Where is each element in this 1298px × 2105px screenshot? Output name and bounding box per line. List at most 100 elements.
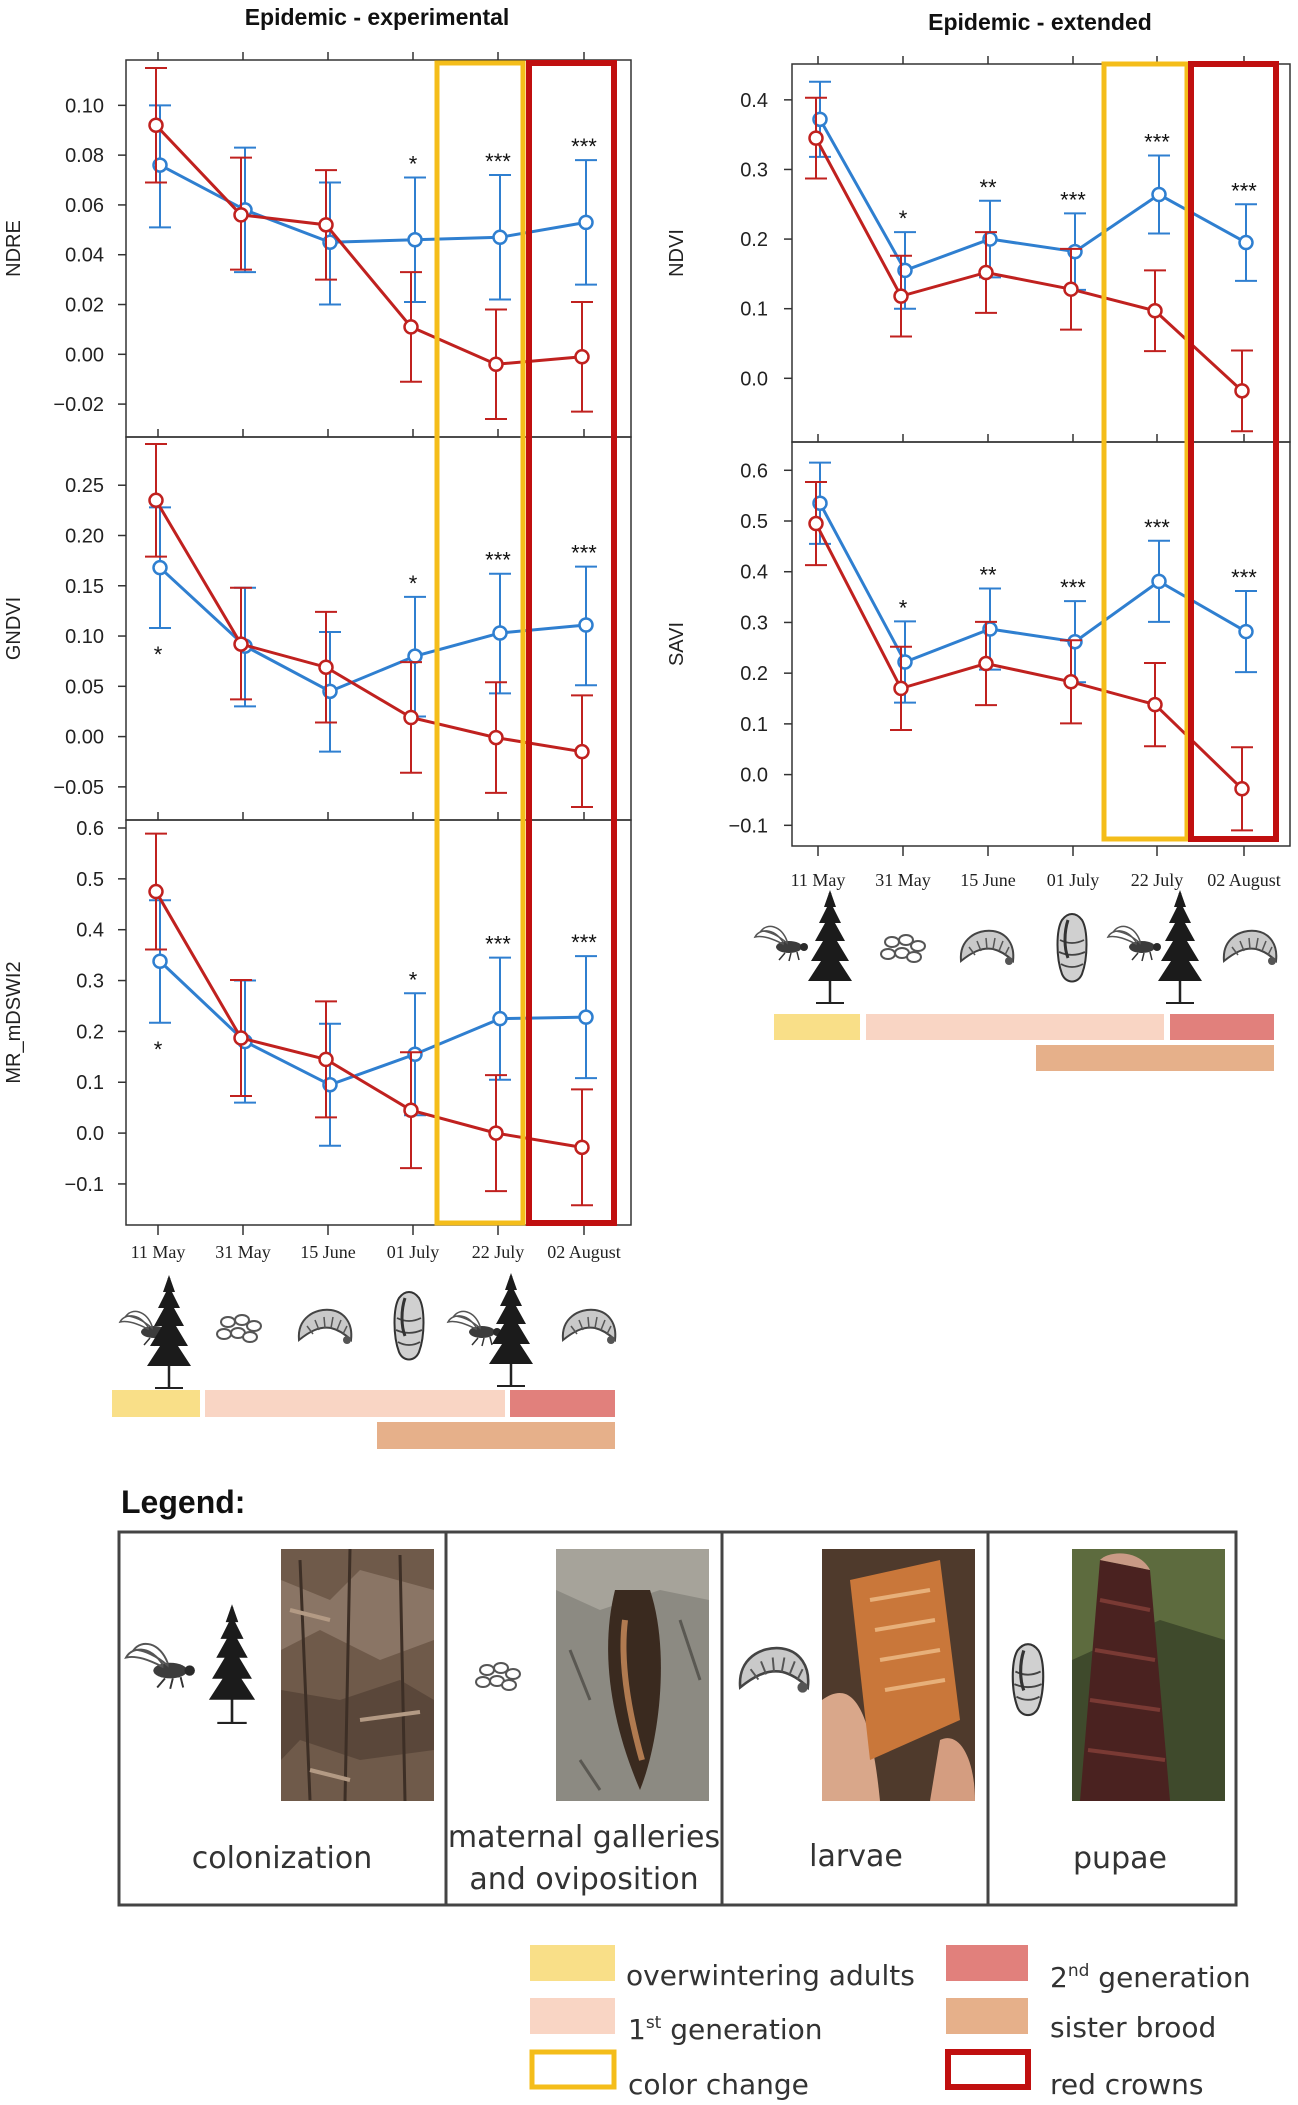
y-axis-label: NDRE [3,220,25,277]
data-point [578,214,594,231]
y-tick-label: 0.6 [76,818,104,840]
y-tick-label: 0.0 [76,1123,104,1145]
chart-epidemic-extended: Epidemic - extended 0.4 0.3 0.2 0.1 0.0 NDVI *… [666,9,1291,890]
series-red [805,480,1253,832]
y-tick-label: 0.25 [65,475,104,497]
significance-marker: *** [485,548,511,573]
legend-title: Legend: [121,1484,245,1520]
data-point [407,232,423,248]
panel-frame [125,59,632,438]
data-point [152,559,168,576]
larva-icon [297,1308,353,1345]
beetle-icon [447,1310,502,1347]
data-point [318,659,334,675]
legend-caption: pupae [1073,1841,1167,1876]
data-point [1238,234,1254,251]
y-tick-label: 0.1 [740,299,768,321]
y-tick-label: 0.08 [65,145,104,167]
data-point [403,1102,419,1118]
significance-marker: * [899,595,908,620]
y-tick-label: 0.2 [740,229,768,251]
significance-marker: *** [1060,187,1086,212]
x-tick-label: 01 July [1047,870,1100,890]
overwintering-bar [112,1390,200,1417]
x-tick-label: 11 May [131,1242,186,1262]
y-tick-label: 0.3 [740,159,768,181]
significance-marker: * [899,206,908,231]
data-point [488,1125,504,1141]
key-swatch-overwintering [530,1945,615,1981]
y-tick-label: 0.15 [65,576,104,598]
phenology-row-extended [754,888,1278,1071]
data-point [1063,281,1079,297]
y-tick-label: 0.4 [740,90,768,112]
significance-marker: *** [571,541,597,566]
series-red [805,96,1253,433]
series-line [158,566,587,693]
data-point [403,709,419,726]
data-point [1151,573,1167,590]
series-line [814,137,1244,392]
significance-marker: * [154,1037,163,1062]
data-point [148,117,164,134]
significance-marker: * [409,571,418,596]
larva-icon [561,1308,617,1345]
data-point [893,288,909,304]
key-swatch-red-crowns [945,2049,1031,2090]
eggs-icon [216,1314,262,1343]
data-point [403,319,419,335]
x-tick-label: 22 July [472,1242,525,1262]
y-axis-label: MR_mDSWI2 [3,961,25,1083]
significance-marker: *** [1144,515,1170,540]
series-line [158,960,587,1087]
data-point [1063,674,1079,690]
key-swatch-first-generation [530,1998,615,2034]
beetle-icon [754,925,809,962]
x-tick-label: 02 August [1207,870,1281,890]
beetle-icon [1107,925,1162,962]
significance-marker: ** [979,562,997,587]
chart-title-experimental: Epidemic - experimental [245,4,510,30]
legend-stage-colonization: colonization [125,1548,434,1876]
sister-brood-bar [377,1422,615,1449]
series-red [145,442,593,808]
y-tick-label: −0.1 [65,1174,104,1196]
data-point [574,349,590,365]
x-tick-label: 11 May [791,870,846,890]
key-swatch-second-generation [946,1945,1028,1981]
chart-title-extended: Epidemic - extended [928,9,1152,35]
legend-stage-pupae: pupae [1011,1549,1225,1876]
y-tick-label: 0.00 [65,727,104,749]
color-key: overwintering adults 1st generation colo… [529,1945,1251,2101]
data-point [233,207,249,223]
legend-panel: Legend: colonization [117,1484,1238,1907]
data-point [1147,303,1163,319]
panel-frame [791,441,1291,847]
pupae-photo [1072,1549,1225,1801]
pupa-icon [1011,1642,1045,1717]
legend-stage-maternal-galleries: maternal galleries and oviposition [448,1549,720,1897]
data-point [233,636,249,652]
y-tick-label: 0.00 [65,344,104,366]
significance-marker: * [409,152,418,177]
data-point [808,130,824,146]
significance-marker: *** [485,932,511,957]
y-tick-label: 0.1 [740,714,768,736]
key-label-overwintering: overwintering adults [626,1959,915,1992]
spruce-icon [806,888,854,1005]
y-tick-label: 0.2 [740,663,768,685]
y-tick-label: 0.10 [65,95,104,117]
y-tick-label: 0.6 [740,460,768,482]
key-swatch-color-change [529,2049,617,2090]
gallery-photo [556,1549,709,1801]
series-red [145,67,593,421]
y-tick-label: −0.1 [729,815,768,837]
first-generation-bar [205,1390,505,1417]
data-point [808,515,824,532]
key-label-red-crowns: red crowns [1050,2068,1203,2101]
key-label-first-generation: 1st generation [628,2013,823,2046]
y-tick-label: 0.2 [76,1021,104,1043]
